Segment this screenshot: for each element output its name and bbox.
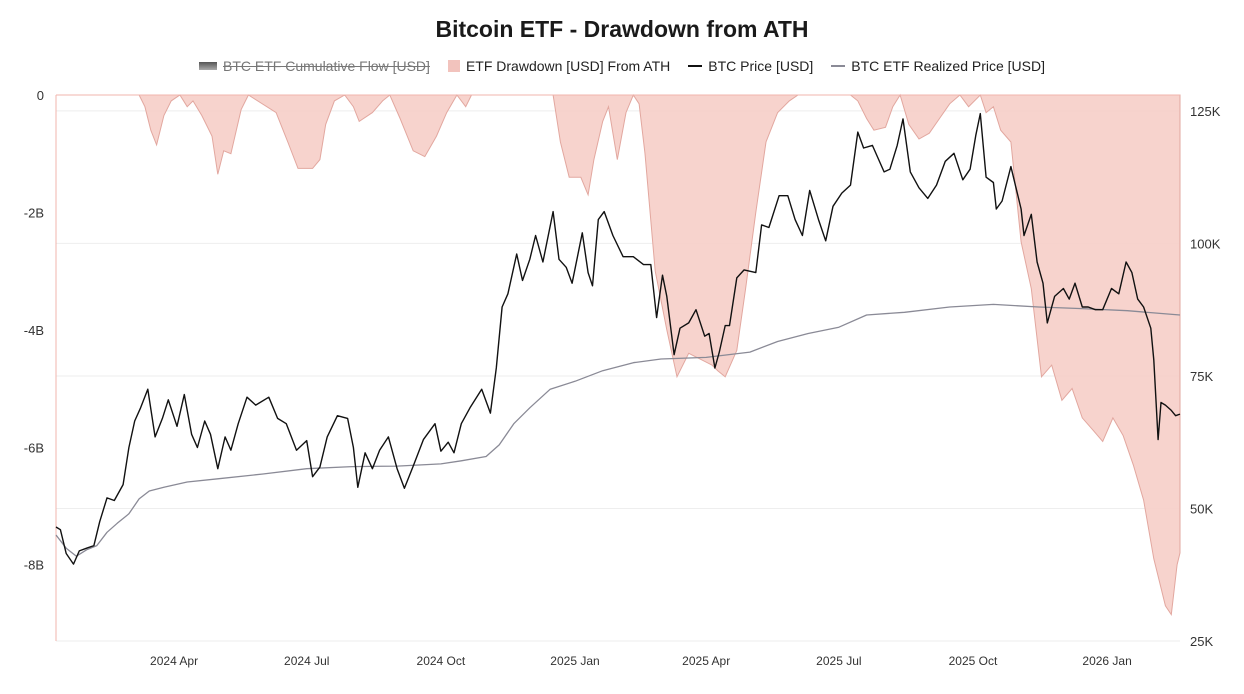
chart-legend: BTC ETF Cumulative Flow [USD] ETF Drawdo… [0, 58, 1244, 74]
y-right-tick-2: 75K [1190, 369, 1213, 384]
legend-label-btc-price: BTC Price [USD] [708, 58, 814, 74]
legend-swatch-drawdown [447, 60, 460, 72]
x-tick-1: 2024 Jul [284, 654, 329, 668]
y-right-tick-3: 50K [1190, 501, 1213, 516]
legend-label-cumulative-flow: BTC ETF Cumulative Flow [USD] [223, 58, 430, 74]
x-tick-5: 2025 Jul [816, 654, 861, 668]
legend-label-drawdown: ETF Drawdown [USD] From ATH [465, 58, 671, 74]
y-right-tick-0: 125K [1190, 104, 1221, 119]
y-left-tick-4: -8B [24, 558, 44, 573]
legend-swatch-cumulative-flow [199, 62, 217, 70]
y-left-tick-2: -4B [24, 323, 44, 338]
x-tick-4: 2025 Apr [682, 654, 730, 668]
y-left-tick-0: 0 [37, 88, 44, 103]
chart-title: Bitcoin ETF - Drawdown from ATH [435, 16, 809, 42]
y-right-tick-4: 25K [1190, 634, 1213, 649]
legend-swatch-realized-price [831, 65, 846, 67]
legend-label-realized-price: BTC ETF Realized Price [USD] [851, 58, 1045, 74]
x-tick-6: 2025 Oct [949, 654, 998, 668]
series-btc-price-line [55, 112, 1181, 565]
legend-swatch-btc-price [688, 65, 703, 67]
x-tick-7: 2026 Jan [1082, 654, 1131, 668]
x-tick-3: 2025 Jan [550, 654, 599, 668]
legend-item-btc-price[interactable]: BTC Price [USD] [688, 58, 813, 74]
legend-item-drawdown[interactable]: ETF Drawdown [USD] From ATH [447, 58, 671, 74]
y-right-tick-1: 100K [1190, 236, 1221, 251]
x-tick-2: 2024 Oct [417, 654, 466, 668]
series-drawdown-area [56, 93, 1181, 617]
legend-item-cumulative-flow[interactable]: BTC ETF Cumulative Flow [USD] [199, 58, 430, 74]
y-left-tick-1: -2B [24, 205, 44, 220]
series-realized-price-line [55, 303, 1181, 557]
x-tick-0: 2024 Apr [150, 654, 198, 668]
y-left-tick-3: -6B [24, 440, 44, 455]
legend-item-realized-price[interactable]: BTC ETF Realized Price [USD] [831, 58, 1045, 74]
